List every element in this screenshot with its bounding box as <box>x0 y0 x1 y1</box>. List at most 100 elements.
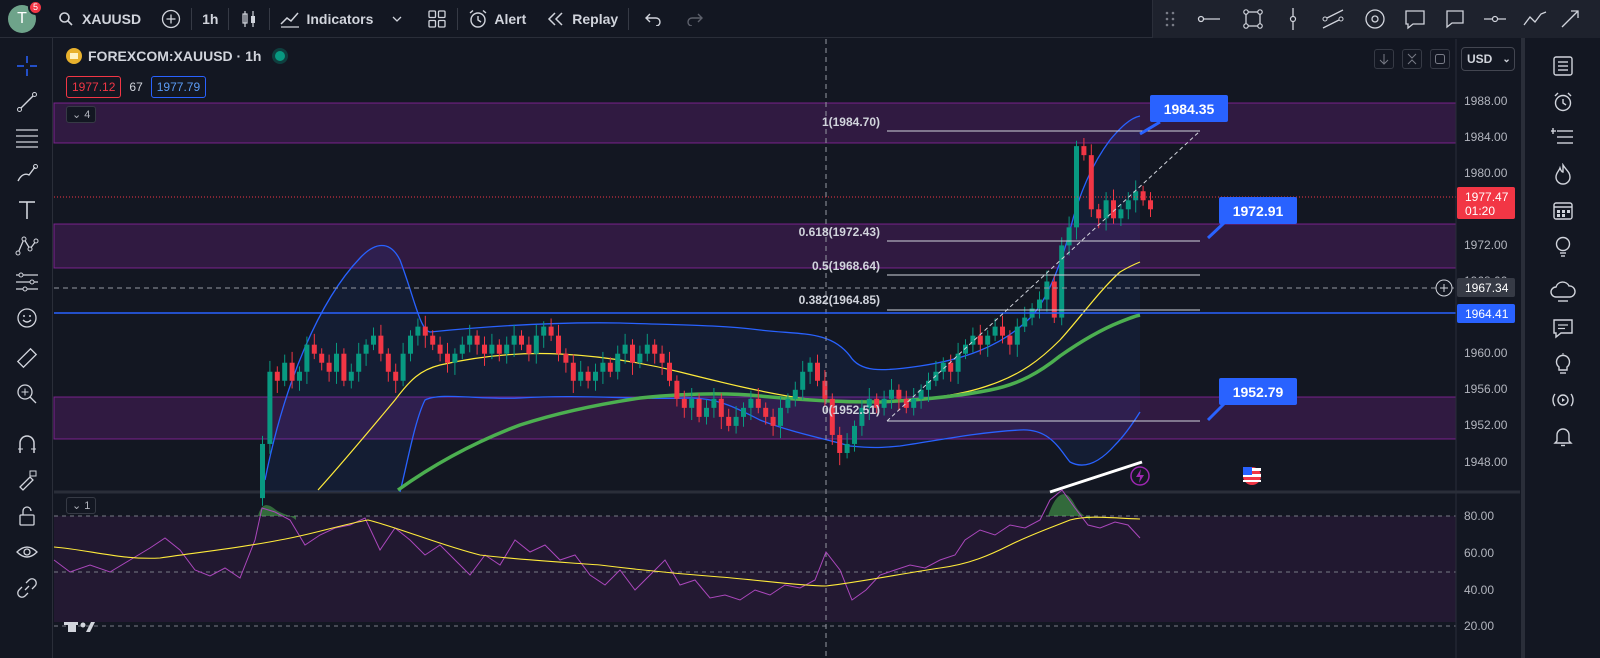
lightbulb-icon[interactable] <box>1525 346 1600 382</box>
supply-zone <box>53 223 1457 269</box>
tradingview-logo[interactable] <box>64 622 95 632</box>
lightning-icon[interactable] <box>1130 466 1150 486</box>
comment-icon[interactable] <box>1435 0 1475 38</box>
chart-type-button[interactable] <box>229 0 269 38</box>
maximize-icon[interactable] <box>1430 49 1450 69</box>
candle-body <box>1014 326 1020 345</box>
circle-target-icon[interactable] <box>1355 0 1395 38</box>
screener-icon[interactable] <box>1525 120 1600 156</box>
bell-icon[interactable] <box>1525 418 1600 454</box>
candle-body <box>644 344 650 354</box>
candle-body <box>889 389 894 399</box>
currency-selector[interactable]: USD ⌄ <box>1461 47 1515 71</box>
candle-body <box>533 335 539 354</box>
candle-body <box>815 362 820 381</box>
trend-angle-icon[interactable] <box>1555 0 1585 38</box>
message-icon[interactable] <box>1525 310 1600 346</box>
sell-price-button[interactable]: 1977.12 <box>66 76 122 98</box>
horizontal-ray-icon[interactable] <box>1187 0 1231 38</box>
parallel-channel-icon[interactable] <box>1311 0 1355 38</box>
lock-drawing-icon[interactable] <box>0 462 53 498</box>
candle-body <box>733 416 739 426</box>
divider <box>628 7 630 30</box>
candle-body <box>755 398 761 408</box>
symbol-legend[interactable]: FOREXCOM:XAUUSD · 1h <box>66 48 286 64</box>
candle-body <box>385 353 391 372</box>
callout-1984[interactable]: 1984.35 <box>1139 95 1228 136</box>
calendar-icon[interactable] <box>1525 192 1600 228</box>
main-pane-indicators-toggle[interactable]: ⌄ 4 <box>66 106 97 123</box>
callout-1952[interactable]: 1952.79 <box>1206 378 1297 422</box>
alarm-clock-icon[interactable] <box>1525 84 1600 120</box>
trendline-icon[interactable] <box>0 84 53 120</box>
ruler-icon[interactable] <box>0 340 53 376</box>
oscillator-tick: 20.00 <box>1464 619 1494 633</box>
chevron-down-icon: ⌄ <box>1502 53 1511 65</box>
candle-body <box>1088 155 1094 210</box>
price-range-icon[interactable] <box>1475 0 1515 38</box>
price-axis[interactable]: 1988.00 1984.00 1980.00 1976.00 1972.00 … <box>1435 39 1515 658</box>
path-icon[interactable] <box>1515 0 1555 38</box>
candle-body <box>593 371 598 381</box>
candle-body <box>800 371 806 390</box>
vertical-line-icon[interactable] <box>1275 0 1311 38</box>
candle-body <box>985 335 991 345</box>
templates-button[interactable] <box>417 0 457 38</box>
hotlist-icon[interactable] <box>1525 156 1600 192</box>
collapse-arrows-icon[interactable] <box>1402 49 1422 69</box>
divider <box>269 7 271 30</box>
buy-price-button[interactable]: 1977.79 <box>150 76 207 98</box>
crosshair-icon[interactable] <box>0 48 53 84</box>
callout-icon[interactable] <box>1395 0 1435 38</box>
zoom-in-icon[interactable] <box>0 376 53 412</box>
candle-body <box>748 398 754 408</box>
forecast-icon[interactable] <box>0 264 53 300</box>
scroll-down-icon[interactable] <box>1374 49 1394 69</box>
emoji-icon[interactable] <box>0 300 53 336</box>
fib-tools-icon[interactable] <box>0 120 53 156</box>
replay-button[interactable]: Replay <box>536 0 628 38</box>
add-plus-icon[interactable] <box>1435 279 1453 297</box>
indicators-button[interactable]: Indicators <box>270 0 417 38</box>
avatar-letter: T <box>17 9 27 27</box>
callout-1972[interactable]: 1972.91 <box>1206 197 1297 240</box>
eye-icon[interactable] <box>0 534 53 570</box>
candle-body <box>274 371 280 381</box>
ideas-icon[interactable] <box>1525 228 1600 264</box>
watchlist-icon[interactable] <box>1525 48 1600 84</box>
us-flag-icon[interactable] <box>1243 467 1261 485</box>
brush-icon[interactable] <box>0 156 53 192</box>
left-drawing-toolbar <box>0 38 53 658</box>
candle-body <box>911 398 917 408</box>
magnet-icon[interactable] <box>0 426 53 462</box>
candle-body <box>711 398 717 408</box>
redo-button[interactable] <box>677 0 713 38</box>
text-icon[interactable] <box>0 192 53 228</box>
oscillator-pane-indicators-toggle[interactable]: ⌄ 1 <box>66 497 97 514</box>
fibonacci-retracement[interactable]: 1(1984.70) 0.618(1972.43) 0.5(1968.64) 0… <box>799 115 1201 422</box>
link-icon[interactable] <box>0 570 53 606</box>
pattern-icon[interactable] <box>0 228 53 264</box>
drawn-trendline[interactable] <box>1049 460 1143 494</box>
alert-button[interactable]: Alert <box>458 0 536 38</box>
compare-symbol-button[interactable] <box>151 0 191 38</box>
symbol-search-button[interactable]: XAUUSD <box>46 0 151 38</box>
svg-text:1977.47: 1977.47 <box>1465 190 1509 204</box>
undo-button[interactable] <box>629 0 677 38</box>
bollinger-bands <box>264 115 1141 493</box>
chat-cloud-icon[interactable] <box>1525 274 1600 310</box>
fib-level-0618: 0.618(1972.43) <box>799 225 880 239</box>
interval-button[interactable]: 1h <box>192 0 228 38</box>
price-tick: 1964.00 <box>1464 310 1508 324</box>
svg-text:1967.34: 1967.34 <box>1465 281 1509 295</box>
rectangle-icon[interactable] <box>1231 0 1275 38</box>
candle-body <box>1029 308 1035 318</box>
user-avatar[interactable]: T 5 <box>8 0 43 33</box>
candle-body <box>1103 200 1109 219</box>
candle-body <box>489 344 495 354</box>
broadcast-icon[interactable] <box>1525 382 1600 418</box>
drag-handle-icon[interactable] <box>1153 0 1187 38</box>
candle-body <box>408 335 413 354</box>
unlock-icon[interactable] <box>0 498 53 534</box>
